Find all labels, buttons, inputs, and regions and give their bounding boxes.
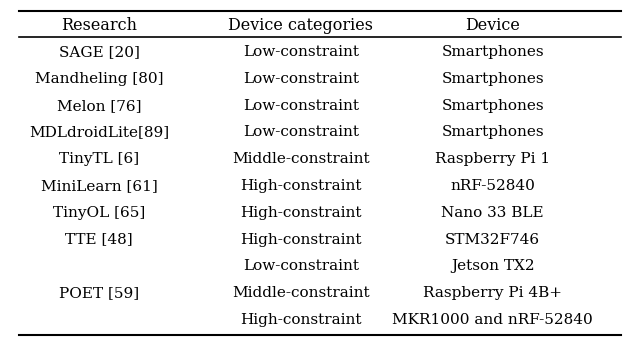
Text: High-constraint: High-constraint xyxy=(240,179,362,193)
Text: Research: Research xyxy=(61,17,137,34)
Text: Jetson TX2: Jetson TX2 xyxy=(451,259,534,273)
Text: STM32F746: STM32F746 xyxy=(445,232,540,247)
Text: Melon [76]: Melon [76] xyxy=(57,99,141,113)
Text: TinyTL [6]: TinyTL [6] xyxy=(59,152,140,166)
Text: Low-constraint: Low-constraint xyxy=(243,259,359,273)
Text: High-constraint: High-constraint xyxy=(240,206,362,220)
Text: Smartphones: Smartphones xyxy=(442,72,544,86)
Text: Nano 33 BLE: Nano 33 BLE xyxy=(442,206,544,220)
Text: nRF-52840: nRF-52840 xyxy=(451,179,535,193)
Text: SAGE [20]: SAGE [20] xyxy=(59,45,140,59)
Text: MKR1000 and nRF-52840: MKR1000 and nRF-52840 xyxy=(392,313,593,327)
Text: Smartphones: Smartphones xyxy=(442,45,544,59)
Text: Device categories: Device categories xyxy=(228,17,373,34)
Text: Mandheling [80]: Mandheling [80] xyxy=(35,72,163,86)
Text: Middle-constraint: Middle-constraint xyxy=(232,152,370,166)
Text: Device: Device xyxy=(465,17,520,34)
Text: High-constraint: High-constraint xyxy=(240,232,362,247)
Text: Smartphones: Smartphones xyxy=(442,99,544,113)
Text: Low-constraint: Low-constraint xyxy=(243,45,359,59)
Text: Middle-constraint: Middle-constraint xyxy=(232,286,370,300)
Text: High-constraint: High-constraint xyxy=(240,313,362,327)
Text: POET [59]: POET [59] xyxy=(59,286,140,300)
Text: Low-constraint: Low-constraint xyxy=(243,99,359,113)
Text: MDLdroidLite[89]: MDLdroidLite[89] xyxy=(29,125,169,140)
Text: MiniLearn [61]: MiniLearn [61] xyxy=(41,179,157,193)
Text: TinyOL [65]: TinyOL [65] xyxy=(53,206,145,220)
Text: Raspberry Pi 1: Raspberry Pi 1 xyxy=(435,152,550,166)
Text: Low-constraint: Low-constraint xyxy=(243,72,359,86)
Text: Low-constraint: Low-constraint xyxy=(243,125,359,140)
Text: Raspberry Pi 4B+: Raspberry Pi 4B+ xyxy=(423,286,563,300)
Text: TTE [48]: TTE [48] xyxy=(65,232,133,247)
Text: Smartphones: Smartphones xyxy=(442,125,544,140)
